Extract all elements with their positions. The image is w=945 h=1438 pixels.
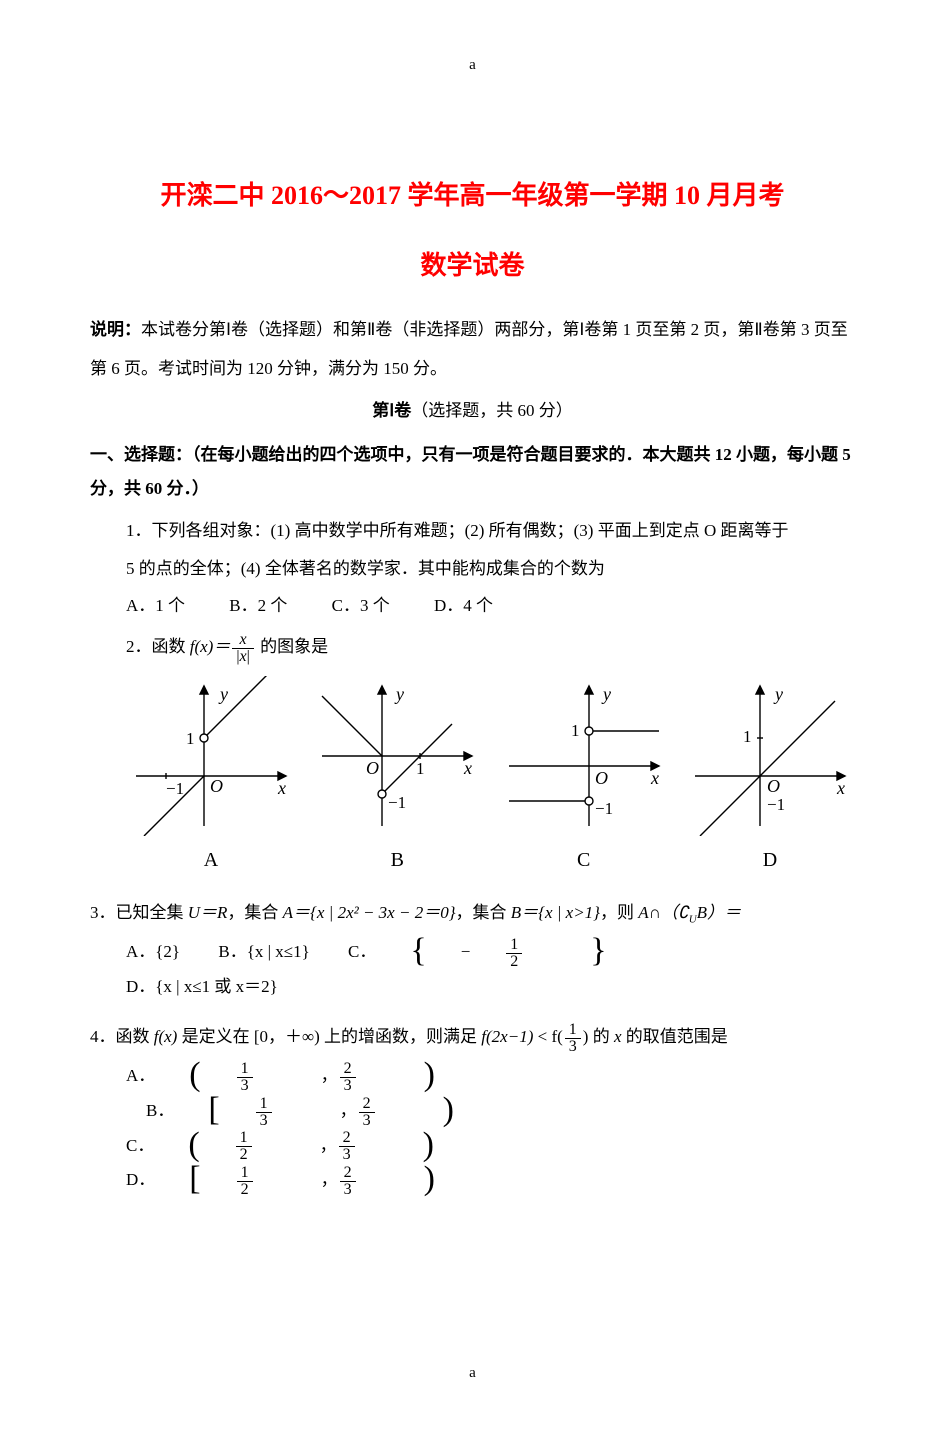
svg-text:x: x — [277, 778, 286, 798]
q2-label-c: C — [499, 840, 669, 880]
q1-line1: 1．下列各组对象：(1) 高中数学中所有难题；(2) 所有偶数；(3) 平面上到… — [126, 512, 855, 549]
q3-m3: ，则 — [600, 903, 638, 922]
explain-body: 本试卷分第Ⅰ卷（选择题）和第Ⅱ卷（非选择题）两部分，第Ⅰ卷第 1 页至第 2 页… — [90, 320, 848, 378]
svg-text:y: y — [218, 684, 228, 704]
q4-m1: 是定义在 [0，＋∞) 上的增函数，则满足 — [177, 1027, 481, 1046]
q2-func: f(x)＝ — [190, 637, 231, 656]
svg-text:−1: −1 — [166, 779, 184, 798]
svg-text:−1: −1 — [767, 795, 785, 814]
q2-label-b: B — [312, 840, 482, 880]
q4-lt: < f( — [533, 1027, 562, 1046]
q1-options: A．1 个 B．2 个 C．3 个 D．4 个 — [126, 587, 855, 624]
part1-label-rest: （选择题，共 60 分） — [411, 401, 573, 420]
svg-text:x: x — [463, 758, 472, 778]
q2-prefix: 2．函数 — [126, 637, 190, 656]
question-3: 3．已知全集 U＝R，集合 A＝{x | 2x² − 3x − 2＝0}，集合 … — [90, 894, 855, 932]
q1-opt-b: B．2 个 — [229, 596, 287, 615]
question-4: 4．函数 f(x) 是定义在 [0，＋∞) 上的增函数，则满足 f(2x−1) … — [90, 1018, 855, 1055]
q4-f2x: f(2x−1) — [481, 1027, 533, 1046]
q3-options: A．{2} B．{x | x≤1} C．{− 12} D．{x | x≤1 或 … — [90, 935, 855, 1004]
explain-paragraph: 说明：本试卷分第Ⅰ卷（选择题）和第Ⅱ卷（非选择题）两部分，第Ⅰ卷第 1 页至第 … — [90, 310, 855, 388]
q3-u: U＝R — [188, 903, 228, 922]
q3-opt-b: B．{x | x≤1} — [218, 935, 309, 969]
svg-text:1: 1 — [743, 727, 752, 746]
svg-text:O: O — [595, 768, 608, 788]
page-footer-letter: a — [90, 1358, 855, 1388]
q4-prefix: 4．函数 — [90, 1027, 154, 1046]
svg-text:y: y — [601, 684, 611, 704]
q2-graph-b: y x O 1 −1 — [312, 676, 482, 836]
q2-graph-a: y x O 1 −1 — [126, 676, 296, 836]
question-1: 1．下列各组对象：(1) 高中数学中所有难题；(2) 所有偶数；(3) 平面上到… — [90, 512, 855, 624]
q4-opt-a: A．(13，23) — [126, 1059, 469, 1094]
svg-text:O: O — [210, 776, 223, 796]
q4-opt-b: B．[13，23) — [146, 1094, 488, 1129]
part1-label-bold: 第Ⅰ卷 — [372, 401, 411, 420]
q3-opt-c: C．{− 12} — [348, 935, 641, 970]
section1-heading: 一、选择题：（在每小题给出的四个选项中，只有一项是符合题目要求的．本大题共 12… — [90, 438, 855, 506]
q3-m2: ，集合 — [456, 903, 511, 922]
q4-opt-c: C．(12，23) — [126, 1129, 468, 1164]
q2-label-d: D — [685, 840, 855, 880]
svg-text:1: 1 — [186, 729, 195, 748]
q3-b: B＝{x | x>1} — [511, 903, 600, 922]
q4-opt-d: D．[12，23) — [126, 1163, 469, 1198]
q1-opt-d: D．4 个 — [434, 596, 493, 615]
q2-graphs: y x O 1 −1 y x O — [90, 670, 855, 836]
q2-graph-labels: A B C D — [90, 840, 855, 886]
q2-frac-num: x — [232, 632, 254, 649]
q2-graph-c: y x O 1 −1 — [499, 676, 669, 836]
exam-title-line1: 开滦二中 2016～2017 学年高一年级第一学期 10 月月考 — [90, 170, 855, 222]
q3-expr: A∩（∁UB）＝ — [638, 903, 741, 922]
exam-title-line2: 数学试卷 — [90, 240, 855, 292]
q4-tail: ) 的 x 的取值范围是 — [583, 1027, 728, 1046]
svg-text:y: y — [773, 684, 783, 704]
explain-label: 说明： — [90, 320, 141, 339]
q2-label-a: A — [126, 840, 296, 880]
svg-text:x: x — [836, 778, 845, 798]
part1-label: 第Ⅰ卷（选择题，共 60 分） — [90, 394, 855, 428]
svg-text:−1: −1 — [595, 799, 613, 818]
q1-opt-a: A．1 个 — [126, 596, 185, 615]
svg-text:x: x — [650, 768, 659, 788]
page-header-letter: a — [90, 50, 855, 80]
q2-suffix: 的图象是 — [256, 637, 328, 656]
svg-text:y: y — [394, 684, 404, 704]
q2-frac-den: |x| — [232, 649, 254, 665]
svg-text:1: 1 — [416, 759, 425, 778]
q3-prefix: 3．已知全集 — [90, 903, 188, 922]
q2-graph-d: y x O 1 −1 — [685, 676, 855, 836]
q4-fx: f(x) — [154, 1027, 178, 1046]
q3-m1: ，集合 — [227, 903, 282, 922]
svg-text:−1: −1 — [388, 793, 406, 812]
page: a 开滦二中 2016～2017 学年高一年级第一学期 10 月月考 数学试卷 … — [0, 0, 945, 1438]
q3-opt-d: D．{x | x≤1 或 x＝2} — [126, 970, 278, 1004]
q2-fraction: x|x| — [232, 632, 254, 665]
q1-opt-c: C．3 个 — [332, 596, 390, 615]
svg-text:O: O — [366, 758, 379, 778]
q4-options: A．(13，23) B．[13，23) C．(12，23) D．[12，23) — [90, 1059, 855, 1197]
svg-text:O: O — [767, 776, 780, 796]
q1-line2: 5 的点的全体；(4) 全体著名的数学家．其中能构成集合的个数为 — [126, 550, 855, 587]
q3-opt-a: A．{2} — [126, 935, 180, 969]
question-2: 2．函数 f(x)＝x|x| 的图象是 — [90, 628, 855, 665]
svg-text:1: 1 — [571, 721, 580, 740]
q3-a: A＝{x | 2x² − 3x − 2＝0} — [283, 903, 456, 922]
